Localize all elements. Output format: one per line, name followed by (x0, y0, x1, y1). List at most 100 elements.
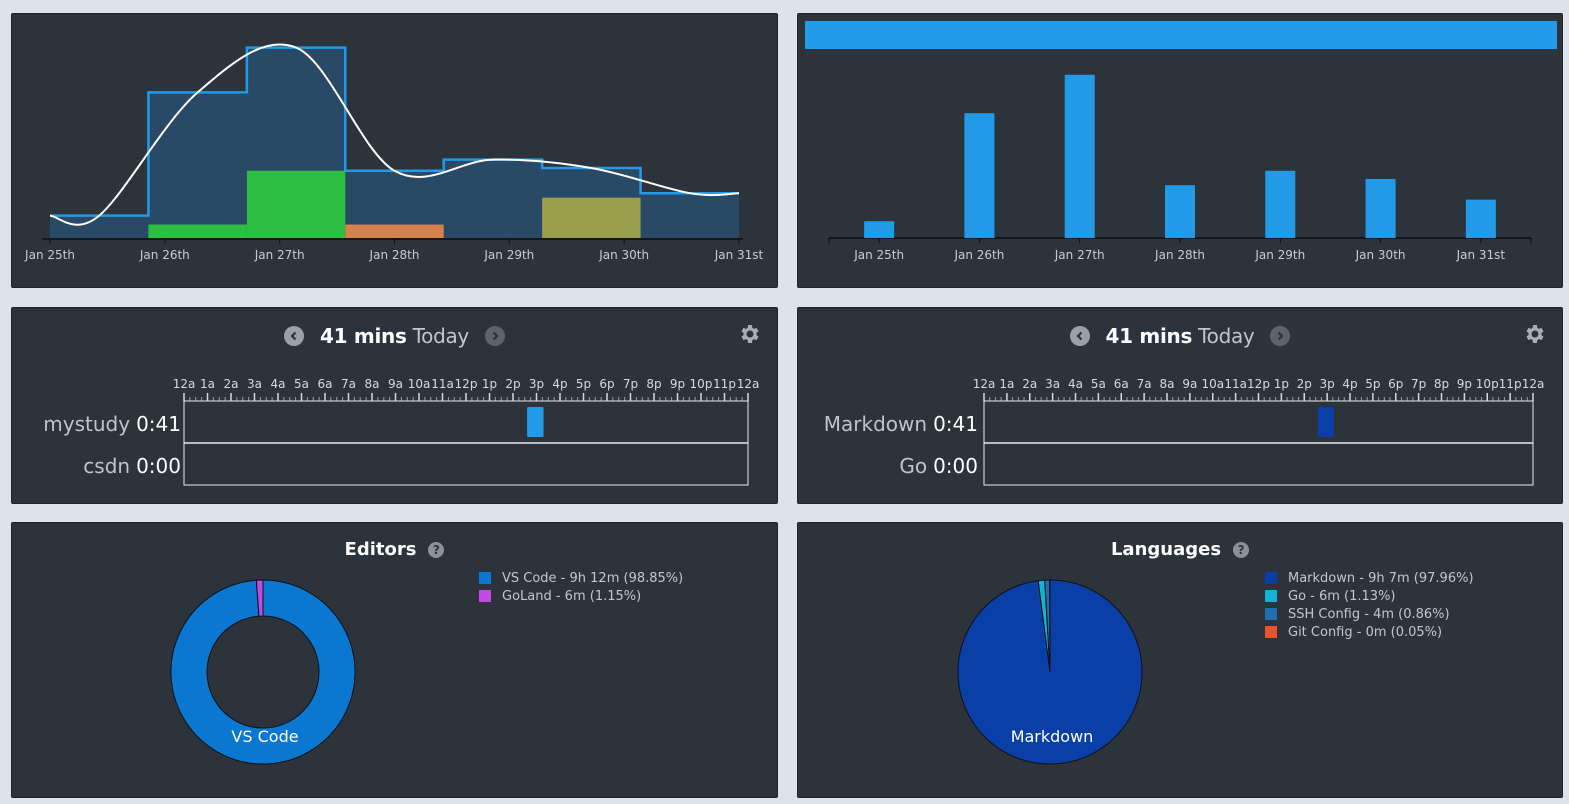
hour-label: 4p (1342, 377, 1357, 391)
hour-label: 10a (408, 377, 431, 391)
timeline-row-name: Markdown (823, 412, 928, 436)
hour-label: 7a (1137, 377, 1152, 391)
hour-label: 4a (271, 377, 286, 391)
bar (964, 113, 995, 238)
editors-title-text: Editors (344, 539, 417, 560)
chevron-left-icon (290, 331, 297, 341)
chevron-left-icon (1075, 331, 1082, 341)
hour-label: 2a (224, 377, 239, 391)
languages-settings-gear-icon[interactable] (1522, 322, 1546, 346)
hour-label: 7p (623, 377, 638, 391)
hour-label: 3a (247, 377, 262, 391)
x-axis-tick-label: Jan 29th (483, 248, 534, 262)
hour-label: 6p (1388, 377, 1403, 391)
pie-slice-label: VS Code (231, 727, 298, 746)
x-axis-tick-label: Jan 29th (1254, 248, 1305, 262)
bar (864, 221, 895, 238)
help-icon[interactable]: ? (1233, 541, 1250, 558)
hour-label: 8p (646, 377, 661, 391)
hour-label: 3a (1045, 377, 1060, 391)
legend-item[interactable]: Git Config - 0m (0.05%) (1265, 623, 1474, 641)
area-fill (50, 47, 739, 238)
hour-label: 1p (1274, 377, 1289, 391)
legend-swatch (1265, 590, 1277, 602)
project-series-bar (148, 224, 247, 238)
hour-label: 1a (200, 377, 215, 391)
x-axis-tick-label: Jan 28th (1154, 248, 1205, 262)
hour-label: 11a (431, 377, 454, 391)
hour-label: 9p (670, 377, 685, 391)
next-day-button[interactable] (484, 326, 505, 346)
projects-settings-gear-icon[interactable] (737, 322, 761, 346)
timeline-row-name: Go (899, 454, 928, 478)
legend-item[interactable]: GoLand - 6m (1.15%) (479, 587, 683, 605)
x-axis-tick-label: Jan 25th (853, 248, 904, 262)
projects-total-time: 41 mins (320, 324, 407, 348)
hour-label: 12p (455, 377, 478, 391)
hour-label: 6p (599, 377, 614, 391)
hour-label: 4a (1068, 377, 1083, 391)
timeline-row-label: Markdown 0:41 (824, 412, 978, 436)
languages-panel: Languages ? Markdown Markdown - 9h 7m (9… (797, 522, 1563, 798)
timeline-segment (527, 407, 544, 437)
languages-timeline-chart: 12a 1a 2a 3a 4a 5a 6a 7a 8a 9a 10a 11a 12p 1p 2p 3p 4p 5p… (973, 377, 1545, 486)
x-axis-tick-label: Jan 30th (1355, 248, 1406, 262)
next-day-button[interactable] (1270, 326, 1291, 346)
legend-item[interactable]: Go - 6m (1.13%) (1265, 587, 1474, 605)
pie-slice (170, 579, 356, 765)
daily-bar-chart: Jan 25th Jan 26th Jan 27th Jan 28th Jan 29th… (805, 21, 1557, 262)
timeline-row-duration: 0:41 (933, 412, 978, 436)
languages-total-time: 41 mins (1105, 324, 1193, 348)
pie-slice (255, 579, 264, 617)
legend-swatch (479, 572, 491, 584)
legend-label: SSH Config - 4m (0.86%) (1288, 606, 1450, 622)
hour-label: 10p (1476, 377, 1499, 391)
legend-item[interactable]: Markdown - 9h 7m (97.96%) (1265, 569, 1474, 587)
x-axis-tick-label: Jan 27th (254, 248, 305, 262)
activity-area-chart: Jan 25th Jan 26th Jan 27th Jan 28th Jan 29th… (24, 43, 764, 262)
legend-item[interactable]: VS Code - 9h 12m (98.85%) (479, 569, 683, 587)
languages-legend: Markdown - 9h 7m (97.96%) Go - 6m (1.13%)… (1265, 569, 1474, 641)
hour-label: 7a (341, 377, 356, 391)
hour-label: 2p (1297, 377, 1312, 391)
legend-item[interactable]: SSH Config - 4m (0.86%) (1265, 605, 1474, 623)
chart-header-bar (805, 21, 1557, 49)
hour-label: 3p (1319, 377, 1334, 391)
legend-swatch (479, 590, 491, 602)
languages-pie-chart: Markdown (957, 579, 1143, 765)
x-axis-tick-label: Jan 26th (953, 248, 1004, 262)
legend-swatch (1265, 608, 1277, 620)
prev-day-button[interactable] (284, 326, 305, 346)
hour-label: 9a (1182, 377, 1197, 391)
languages-period: Today (1198, 324, 1255, 348)
bar (1064, 74, 1095, 238)
x-axis-tick-label: Jan 30th (598, 248, 649, 262)
legend-label: Git Config - 0m (0.05%) (1288, 624, 1443, 640)
timeline-row-duration: 0:00 (136, 454, 181, 478)
legend-label: GoLand - 6m (1.15%) (502, 588, 642, 604)
prev-day-button[interactable] (1069, 326, 1090, 346)
hour-label: 2p (505, 377, 520, 391)
hour-label: 5p (576, 377, 591, 391)
hour-label: 8p (1434, 377, 1449, 391)
help-icon[interactable]: ? (428, 541, 445, 558)
legend-label: VS Code - 9h 12m (98.85%) (502, 570, 684, 586)
hour-label: 12a (973, 377, 996, 391)
hour-label: 10a (1201, 377, 1224, 391)
hour-label: 5p (1365, 377, 1380, 391)
hour-label: 4p (552, 377, 567, 391)
hour-label: 1p (482, 377, 497, 391)
hour-label: 12a (737, 377, 760, 391)
hour-label: 7p (1411, 377, 1426, 391)
bar (1265, 170, 1296, 238)
hour-label: 9a (388, 377, 403, 391)
languages-title: Languages ? (798, 539, 1562, 560)
projects-timeline-panel: 41 mins Today mystudy 0:41 csdn 0:00 12a 1a… (11, 307, 778, 504)
timeline-row-label: Go 0:00 (899, 454, 978, 478)
hour-label: 9p (1457, 377, 1472, 391)
legend-label: Markdown - 9h 7m (97.96%) (1288, 570, 1474, 586)
languages-title-text: Languages (1110, 539, 1222, 560)
hour-label: 12a (1522, 377, 1545, 391)
projects-timeline-chart: 12a 1a 2a 3a 4a 5a 6a 7a 8a 9a 10a 11a 12p 1p 2p 3p 4p 5p… (173, 377, 760, 486)
hour-label: 6a (318, 377, 333, 391)
